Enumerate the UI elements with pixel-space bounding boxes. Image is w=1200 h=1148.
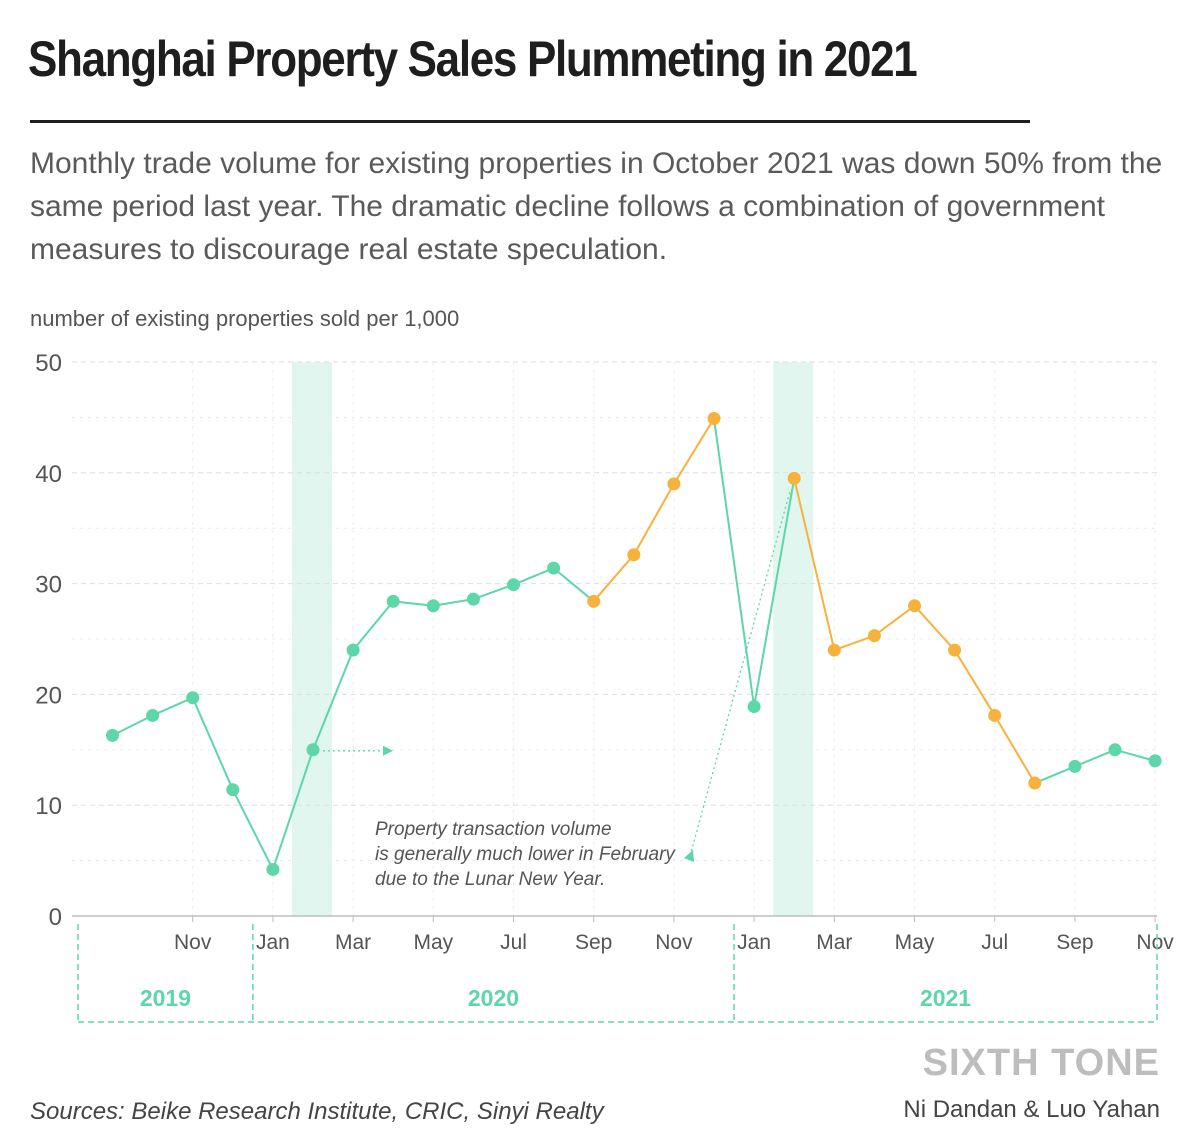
data-point [787,471,801,485]
x-tick-label: Sep [1056,931,1093,954]
y-tick-label: 50 [35,350,62,377]
series-segment [112,714,154,737]
x-tick-label: May [413,931,453,954]
x-tick-label: Sep [575,931,612,954]
annotation-text: Property transaction volume [375,819,612,840]
x-tick-label: Mar [816,931,852,954]
series-segment [953,649,996,716]
data-point [266,862,280,876]
data-point [827,643,841,657]
sources: Sources: Beike Research Institute, CRIC,… [30,1098,604,1125]
data-point [587,594,601,608]
data-point [146,708,160,722]
series-segment [513,567,554,586]
y-tick-label: 0 [49,904,62,931]
data-point [1148,754,1162,768]
chart-subtitle: Monthly trade volume for existing proper… [30,147,1163,266]
annotation-text: is generally much lower in February [375,844,676,865]
brand-logo: SIXTH TONE [922,1042,1160,1084]
x-tick-label: Jul [981,931,1008,954]
data-point [226,783,240,797]
series-segment [993,714,1036,784]
data-point [426,599,440,613]
data-point [466,592,480,606]
data-point [547,561,561,575]
series-segment [271,749,314,870]
data-point [386,594,400,608]
series-segment [873,604,916,637]
data-point [106,728,119,742]
byline: Ni Dandan & Luo Yahan [903,1096,1160,1123]
data-point [988,708,1002,722]
series-segment [592,554,635,602]
series-segment [552,567,595,603]
series-segment [473,583,514,601]
x-tick-label: Nov [655,931,693,954]
series-segment [793,478,836,651]
x-tick-label: Jan [256,931,290,954]
series-segment [152,696,194,717]
data-point [346,643,360,657]
y-axis-label: number of existing properties sold per 1… [30,306,460,331]
x-tick-label: Mar [335,931,371,954]
x-tick-label: Nov [174,931,212,954]
x-tick-label: Nov [1136,931,1174,954]
annotation-arrowhead [383,745,393,756]
x-tick-label: Jan [737,931,771,954]
annotation-arrow [689,490,791,857]
series-segment [433,598,474,607]
x-tick-label: May [895,931,935,954]
series-segment [312,649,355,751]
y-tick-label: 40 [35,461,62,488]
data-point [1068,759,1082,773]
series-segment [1074,748,1116,768]
year-label-2021: 2021 [920,985,971,1011]
y-tick-label: 10 [35,793,62,820]
y-tick-label: 30 [35,572,62,599]
series-segment [632,483,675,556]
line-chart: 0 10 20 30 40 50 Nov Jan Mar May Jul Sep Nov Jan Mar Ma… [35,350,1174,1024]
data-point [306,743,320,757]
data-point [667,477,681,491]
data-point [1108,743,1122,757]
series-segment [231,789,274,870]
year-label-2020: 2020 [468,985,519,1011]
year-label-2019: 2019 [140,985,191,1011]
data-point [867,629,881,643]
data-point [186,691,200,705]
data-point [627,548,641,562]
series-segment [713,418,756,707]
data-point [507,578,520,592]
series-segment [833,634,875,652]
data-point [948,643,962,657]
annotation-text: due to the Lunar New Year. [375,869,605,890]
series-segment [913,605,956,651]
series-segment [393,600,434,607]
series-segment [352,600,394,651]
data-point [1028,776,1042,790]
series-segment [1114,748,1156,762]
series-segment [753,478,796,707]
annotation-arrowhead [684,850,694,862]
data-point [908,599,921,613]
title-rule [30,120,1030,123]
series-segment [1034,765,1076,784]
chart-title: Shanghai Property Sales Plummeting in 20… [28,31,918,87]
data-point [707,412,721,426]
series-segment [673,417,715,485]
y-tick-label: 20 [35,682,62,709]
data-point [747,700,761,714]
x-tick-label: Jul [500,931,527,954]
series-segment [191,697,234,791]
